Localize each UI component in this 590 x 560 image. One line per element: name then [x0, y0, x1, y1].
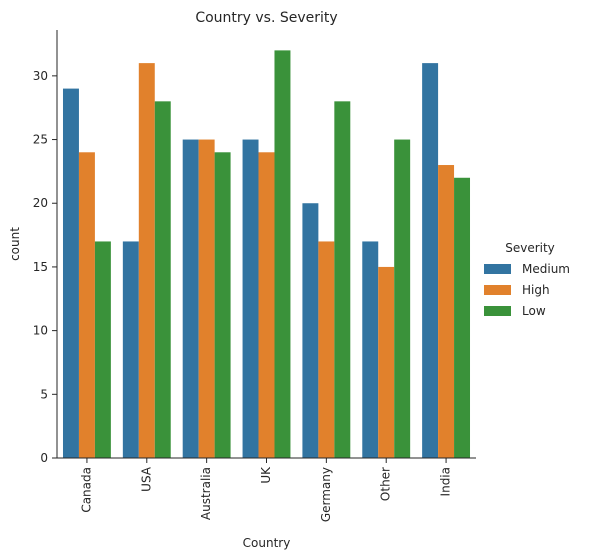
bar-australia-high [198, 139, 215, 459]
y-tick-label-15: 15 [33, 260, 48, 274]
chart-title: Country vs. Severity [195, 10, 337, 26]
bar-canada-high [78, 152, 95, 459]
x-tick-label-uk: UK [259, 466, 273, 484]
bar-australia-low [214, 152, 231, 459]
legend-label-low: Low [522, 304, 546, 318]
bar-canada-low [94, 241, 111, 458]
bar-germany-medium [302, 203, 319, 458]
bar-uk-high [258, 152, 275, 459]
bar-canada-medium [62, 88, 79, 458]
x-tick-label-other: Other [379, 467, 393, 501]
y-axis-label: count [8, 227, 22, 261]
legend: Severity Medium High Low [484, 241, 570, 318]
bar-uk-medium [242, 139, 259, 459]
bar-germany-low [334, 101, 351, 458]
x-axis: Canada USA Australia UK Germany Other India [57, 457, 476, 522]
legend-swatch-low [484, 306, 511, 316]
y-tick-label-10: 10 [33, 324, 48, 338]
x-axis-label: Country [243, 536, 291, 550]
y-axis: 0 5 10 15 20 25 30 [33, 30, 58, 465]
legend-swatch-medium [484, 264, 511, 274]
bars-group [62, 50, 471, 459]
bar-india-high [438, 165, 455, 458]
y-tick-label-5: 5 [40, 387, 48, 401]
bar-other-medium [362, 241, 379, 458]
x-tick-label-canada: Canada [79, 467, 93, 513]
legend-label-medium: Medium [522, 262, 570, 276]
legend-title: Severity [505, 241, 555, 255]
y-tick-label-25: 25 [33, 133, 48, 147]
bar-uk-low [274, 50, 291, 458]
x-tick-label-usa: USA [139, 466, 153, 492]
y-tick-label-0: 0 [40, 451, 48, 465]
bar-usa-low [154, 101, 171, 458]
y-tick-label-30: 30 [33, 69, 48, 83]
bar-usa-high [138, 63, 155, 458]
bar-other-high [378, 266, 395, 458]
x-tick-label-australia: Australia [199, 467, 213, 520]
bar-usa-medium [122, 241, 139, 458]
y-tick-label-20: 20 [33, 196, 48, 210]
legend-swatch-high [484, 285, 511, 295]
bar-australia-medium [182, 139, 199, 459]
bar-germany-high [318, 241, 335, 458]
bar-india-low [454, 177, 471, 458]
bar-other-low [394, 139, 411, 459]
legend-label-high: High [522, 283, 550, 297]
x-tick-label-germany: Germany [319, 467, 333, 522]
bar-india-medium [422, 63, 439, 458]
x-tick-label-india: India [439, 467, 453, 496]
